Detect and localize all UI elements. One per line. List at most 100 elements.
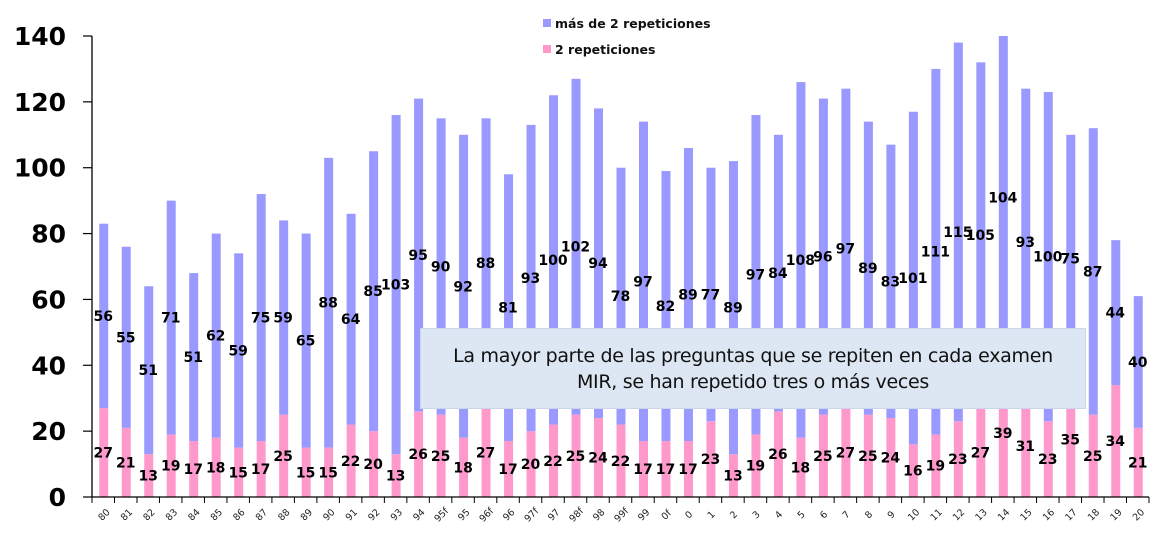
x-tick-label: 89	[299, 507, 315, 523]
data-label-mas-de-2-repeticiones: 44	[1106, 306, 1126, 322]
bar-mas-de-2-repeticiones	[301, 233, 311, 448]
data-label-2-repeticiones: 13	[138, 469, 157, 485]
data-labels-layer: 27 56 21 55 13 51 19 71 17 51 18 62 15 59 17 75 25 59 15 65…	[94, 190, 1148, 484]
bar-mas-de-2-repeticiones	[1043, 91, 1053, 422]
data-label-mas-de-2-repeticiones: 82	[656, 299, 675, 315]
y-tick-label: 60	[31, 285, 66, 314]
bar-2-repeticiones	[1021, 394, 1031, 497]
data-label-2-repeticiones: 17	[678, 462, 697, 478]
data-label-2-repeticiones: 34	[1106, 434, 1126, 450]
data-label-2-repeticiones: 27	[971, 446, 990, 462]
data-label-mas-de-2-repeticiones: 83	[881, 274, 900, 290]
data-label-2-repeticiones: 18	[791, 460, 810, 476]
x-tick-label: 17	[1063, 507, 1079, 523]
bar-mas-de-2-repeticiones	[976, 62, 986, 409]
bar-mas-de-2-repeticiones	[121, 246, 131, 428]
data-label-2-repeticiones: 27	[94, 446, 113, 462]
x-tick-label: 8	[863, 509, 875, 521]
x-tick-label: 13	[973, 507, 989, 523]
bar-2-repeticiones	[1043, 421, 1053, 497]
bar-mas-de-2-repeticiones	[369, 151, 379, 432]
bar-2-repeticiones	[638, 441, 648, 497]
data-label-mas-de-2-repeticiones: 96	[813, 250, 832, 266]
data-label-mas-de-2-repeticiones: 89	[723, 301, 742, 317]
data-label-mas-de-2-repeticiones: 93	[521, 271, 540, 287]
data-label-2-repeticiones: 17	[656, 462, 675, 478]
bar-2-repeticiones	[144, 454, 154, 497]
data-label-2-repeticiones: 19	[926, 459, 945, 475]
bar-2-repeticiones	[571, 414, 581, 497]
bar-2-repeticiones	[818, 414, 828, 497]
x-tick-label: 0f	[660, 508, 675, 523]
x-tick-label: 91	[344, 507, 360, 523]
y-tick-label: 140	[14, 22, 66, 51]
data-label-mas-de-2-repeticiones: 81	[498, 301, 517, 317]
data-label-mas-de-2-repeticiones: 111	[921, 245, 950, 261]
x-tick-label: 88	[276, 507, 292, 523]
x-tick-label: 98f	[567, 505, 586, 524]
y-tick-label: 80	[31, 220, 66, 249]
x-tick-label: 11	[928, 507, 944, 523]
data-label-mas-de-2-repeticiones: 88	[476, 256, 495, 272]
axes-layer	[91, 36, 1149, 498]
bar-mas-de-2-repeticiones	[1021, 88, 1031, 395]
bar-2-repeticiones	[728, 454, 738, 497]
bar-mas-de-2-repeticiones	[166, 200, 176, 435]
data-label-2-repeticiones: 21	[116, 455, 135, 471]
x-tick-label: 9	[886, 509, 898, 521]
x-tick-label: 12	[951, 507, 967, 523]
legend-label-2-rep: 2 repeticiones	[555, 42, 655, 57]
x-tick-label: 0	[683, 509, 695, 521]
data-label-mas-de-2-repeticiones: 101	[898, 271, 927, 287]
bar-mas-de-2-repeticiones	[571, 78, 581, 415]
data-label-2-repeticiones: 25	[273, 449, 292, 465]
bars-layer	[99, 36, 1143, 497]
x-tick-label: 18	[1086, 507, 1102, 523]
data-label-mas-de-2-repeticiones: 71	[161, 311, 180, 327]
bar-2-repeticiones	[998, 368, 1008, 497]
bar-2-repeticiones	[436, 414, 446, 497]
bar-mas-de-2-repeticiones	[324, 157, 334, 448]
data-label-2-repeticiones: 22	[611, 454, 630, 470]
y-tick-label: 40	[31, 351, 66, 380]
x-tick-label: 96	[501, 507, 517, 523]
x-tick-label: 3	[751, 509, 763, 521]
x-tick-label: 94	[411, 507, 427, 523]
data-label-mas-de-2-repeticiones: 97	[836, 241, 855, 257]
data-label-2-repeticiones: 25	[431, 449, 450, 465]
data-label-2-repeticiones: 20	[363, 457, 383, 473]
data-label-mas-de-2-repeticiones: 51	[183, 350, 202, 366]
bar-2-repeticiones	[976, 408, 986, 497]
bar-mas-de-2-repeticiones	[144, 286, 154, 455]
bar-2-repeticiones	[346, 424, 356, 497]
bar-mas-de-2-repeticiones	[594, 108, 604, 418]
legend-swatch-mas-de-2	[543, 19, 551, 27]
y-tick-label: 120	[14, 88, 66, 117]
data-label-2-repeticiones: 25	[858, 449, 877, 465]
data-label-2-repeticiones: 17	[251, 462, 270, 478]
data-label-2-repeticiones: 23	[948, 452, 967, 468]
bar-mas-de-2-repeticiones	[638, 121, 648, 442]
data-label-mas-de-2-repeticiones: 88	[318, 296, 337, 312]
data-label-mas-de-2-repeticiones: 115	[943, 225, 972, 241]
x-tick-label: 4	[773, 509, 785, 521]
bar-mas-de-2-repeticiones	[391, 115, 401, 455]
bar-mas-de-2-repeticiones	[549, 95, 559, 425]
bar-2-repeticiones	[683, 441, 693, 497]
bar-2-repeticiones	[751, 434, 761, 497]
data-label-2-repeticiones: 25	[1083, 449, 1102, 465]
data-label-mas-de-2-repeticiones: 90	[431, 260, 451, 276]
bar-mas-de-2-repeticiones	[706, 167, 716, 422]
bar-2-repeticiones	[391, 454, 401, 497]
data-label-2-repeticiones: 23	[1038, 452, 1057, 468]
data-label-mas-de-2-repeticiones: 104	[988, 190, 1017, 206]
x-tick-label: 19	[1108, 507, 1124, 523]
data-label-2-repeticiones: 23	[701, 452, 720, 468]
data-label-2-repeticiones: 22	[543, 454, 562, 470]
annotation-box: La mayor parte de las preguntas que se r…	[420, 328, 1086, 409]
bar-2-repeticiones	[1088, 414, 1098, 497]
bar-2-repeticiones	[1111, 385, 1121, 497]
bar-mas-de-2-repeticiones	[414, 98, 424, 412]
data-label-mas-de-2-repeticiones: 95	[408, 248, 427, 264]
